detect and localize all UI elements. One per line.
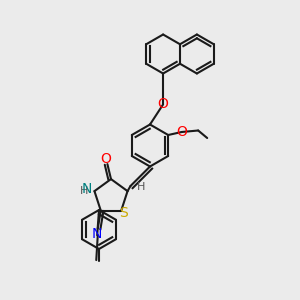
Text: N: N bbox=[82, 182, 92, 196]
Text: O: O bbox=[176, 125, 187, 139]
Text: O: O bbox=[158, 98, 169, 111]
Text: O: O bbox=[100, 152, 111, 166]
Text: N: N bbox=[92, 227, 102, 241]
Text: S: S bbox=[119, 206, 128, 220]
Text: H: H bbox=[137, 182, 146, 193]
Text: H: H bbox=[80, 186, 88, 196]
